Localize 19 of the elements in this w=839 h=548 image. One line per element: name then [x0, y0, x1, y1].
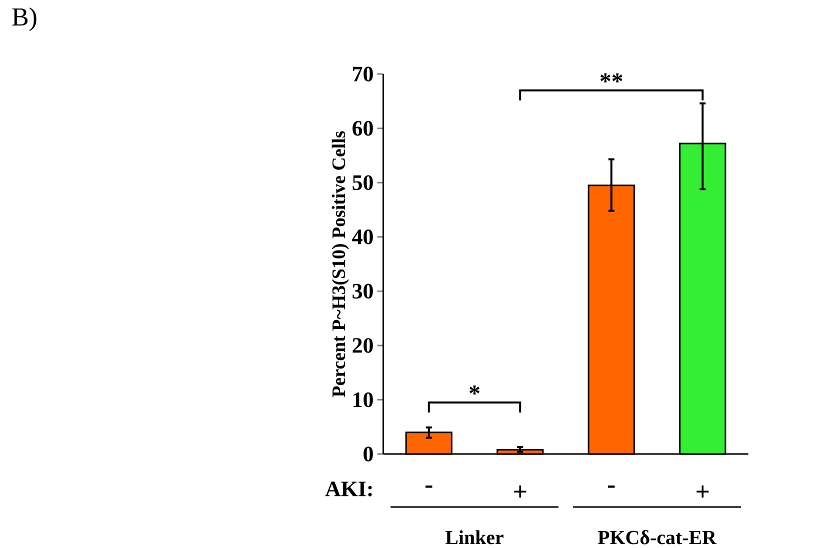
- y-tick-label: 70: [353, 66, 373, 82]
- y-tick-label: 40: [352, 230, 373, 244]
- y-tick-label: 20: [352, 338, 373, 354]
- x-tick-label: +: [696, 486, 709, 498]
- text: AKI:: [325, 482, 372, 497]
- x-tick-label: +: [514, 486, 526, 498]
- text: Linker: [446, 530, 504, 544]
- y-tick-label: 10: [354, 392, 373, 408]
- y-tick-label: 60: [352, 121, 373, 136]
- annotation: **: [600, 74, 622, 83]
- x-tick-label: -: [426, 486, 432, 488]
- y-tick-label: 30: [352, 284, 373, 299]
- y-axis-title: Percent P~H3(S10) Positive Cells: [332, 131, 349, 398]
- annotation: *: [470, 386, 480, 395]
- y-tick-label: 50: [352, 175, 373, 190]
- text: B): [12, 8, 36, 32]
- text: PKCδ-cat-ER: [598, 530, 717, 545]
- x-tick-label: -: [608, 486, 615, 488]
- y-tick-label: 0: [364, 446, 373, 462]
